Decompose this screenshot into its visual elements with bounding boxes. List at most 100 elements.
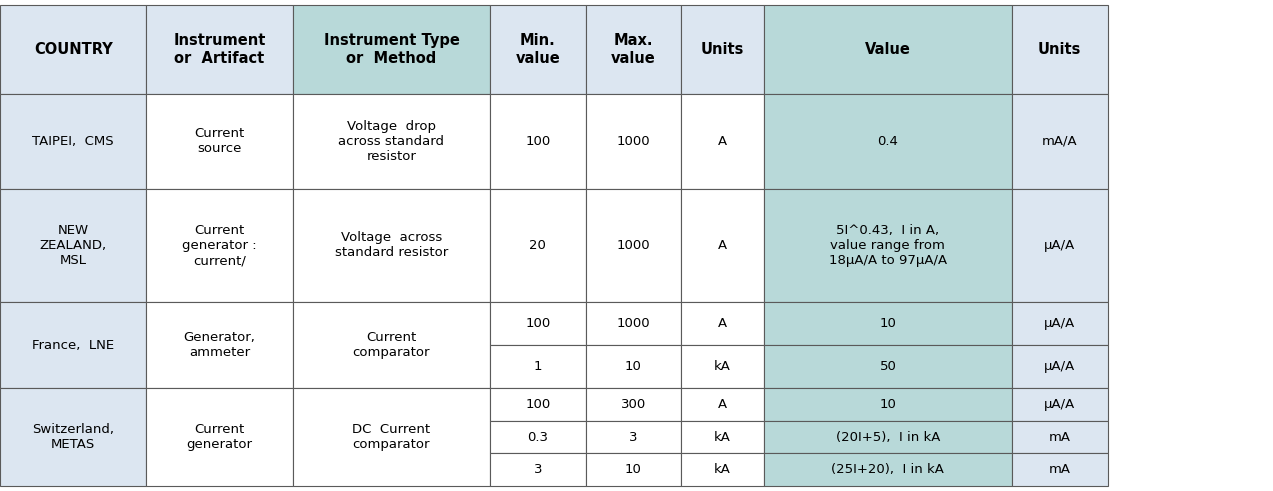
Text: 3: 3 xyxy=(533,463,542,476)
Bar xyxy=(146,5,293,94)
Bar xyxy=(681,94,764,189)
Text: 20: 20 xyxy=(530,239,546,252)
Text: 10: 10 xyxy=(880,398,896,411)
Bar xyxy=(0,94,146,189)
Bar xyxy=(0,5,146,94)
Bar xyxy=(764,345,1012,388)
Text: A: A xyxy=(718,317,727,330)
Text: 10: 10 xyxy=(880,317,896,330)
Text: μA/A: μA/A xyxy=(1044,317,1076,330)
Bar xyxy=(586,421,681,453)
Bar xyxy=(146,94,293,189)
Bar xyxy=(681,388,764,421)
Text: (25I+20),  I in kA: (25I+20), I in kA xyxy=(831,463,945,476)
Bar xyxy=(764,5,1012,94)
Bar xyxy=(293,5,490,94)
Text: Current
generator :
current/: Current generator : current/ xyxy=(182,224,257,267)
Text: A: A xyxy=(718,239,727,252)
Bar xyxy=(146,388,293,486)
Bar xyxy=(490,345,586,388)
Text: kA: kA xyxy=(714,431,731,443)
Text: 10: 10 xyxy=(625,360,642,373)
Bar xyxy=(764,94,1012,189)
Bar xyxy=(490,388,586,421)
Bar xyxy=(293,189,490,302)
Text: mA: mA xyxy=(1049,463,1071,476)
Bar xyxy=(0,189,146,302)
Bar xyxy=(0,388,146,486)
Bar xyxy=(1012,189,1108,302)
Text: kA: kA xyxy=(714,360,731,373)
Bar xyxy=(764,388,1012,421)
Bar xyxy=(490,94,586,189)
Text: DC  Current
comparator: DC Current comparator xyxy=(353,423,430,451)
Bar xyxy=(681,302,764,345)
Bar xyxy=(764,453,1012,486)
Text: Generator,
ammeter: Generator, ammeter xyxy=(183,331,256,359)
Text: A: A xyxy=(718,398,727,411)
Text: Voltage  across
standard resistor: Voltage across standard resistor xyxy=(335,231,448,260)
Text: COUNTRY: COUNTRY xyxy=(34,42,112,57)
Text: 1000: 1000 xyxy=(616,317,651,330)
Bar xyxy=(1012,5,1108,94)
Text: Current
source: Current source xyxy=(195,127,244,155)
Text: Max.
value: Max. value xyxy=(611,33,656,66)
Text: mA/A: mA/A xyxy=(1043,135,1077,148)
Text: Value: Value xyxy=(864,42,911,57)
Bar xyxy=(681,345,764,388)
Text: Min.
value: Min. value xyxy=(516,33,560,66)
Text: 10: 10 xyxy=(625,463,642,476)
Text: 0.4: 0.4 xyxy=(877,135,899,148)
Bar xyxy=(293,302,490,388)
Text: 1: 1 xyxy=(533,360,542,373)
Text: 3: 3 xyxy=(629,431,638,443)
Bar xyxy=(0,302,146,388)
Bar xyxy=(1012,302,1108,345)
Text: Current
generator: Current generator xyxy=(187,423,252,451)
Bar xyxy=(490,453,586,486)
Bar xyxy=(586,345,681,388)
Text: (20I+5),  I in kA: (20I+5), I in kA xyxy=(836,431,939,443)
Text: Units: Units xyxy=(700,42,745,57)
Bar xyxy=(764,189,1012,302)
Bar xyxy=(681,453,764,486)
Text: Voltage  drop
across standard
resistor: Voltage drop across standard resistor xyxy=(339,120,444,163)
Bar xyxy=(490,302,586,345)
Bar xyxy=(146,302,293,388)
Text: 5I^0.43,  I in A,
value range from
18μA/A to 97μA/A: 5I^0.43, I in A, value range from 18μA/A… xyxy=(829,224,947,267)
Bar xyxy=(586,189,681,302)
Text: 100: 100 xyxy=(526,317,550,330)
Bar xyxy=(146,189,293,302)
Bar xyxy=(1012,94,1108,189)
Text: NEW
ZEALAND,
MSL: NEW ZEALAND, MSL xyxy=(39,224,107,267)
Text: France,  LNE: France, LNE xyxy=(32,339,115,352)
Bar xyxy=(293,388,490,486)
Text: 1000: 1000 xyxy=(616,239,651,252)
Text: 100: 100 xyxy=(526,135,550,148)
Text: mA: mA xyxy=(1049,431,1071,443)
Text: Instrument
or  Artifact: Instrument or Artifact xyxy=(173,33,266,66)
Text: Current
comparator: Current comparator xyxy=(353,331,430,359)
Bar xyxy=(490,5,586,94)
Bar xyxy=(490,189,586,302)
Text: 50: 50 xyxy=(880,360,896,373)
Text: 100: 100 xyxy=(526,398,550,411)
Text: 0.3: 0.3 xyxy=(527,431,549,443)
Bar xyxy=(681,189,764,302)
Bar xyxy=(764,421,1012,453)
Text: A: A xyxy=(718,135,727,148)
Bar xyxy=(764,302,1012,345)
Bar xyxy=(1012,453,1108,486)
Bar xyxy=(586,5,681,94)
Bar xyxy=(1012,421,1108,453)
Bar xyxy=(293,94,490,189)
Bar xyxy=(586,453,681,486)
Text: 1000: 1000 xyxy=(616,135,651,148)
Text: 300: 300 xyxy=(621,398,645,411)
Text: Switzerland,
METAS: Switzerland, METAS xyxy=(32,423,115,451)
Text: kA: kA xyxy=(714,463,731,476)
Bar xyxy=(681,5,764,94)
Text: Units: Units xyxy=(1037,42,1082,57)
Bar xyxy=(1012,345,1108,388)
Text: Instrument Type
or  Method: Instrument Type or Method xyxy=(323,33,460,66)
